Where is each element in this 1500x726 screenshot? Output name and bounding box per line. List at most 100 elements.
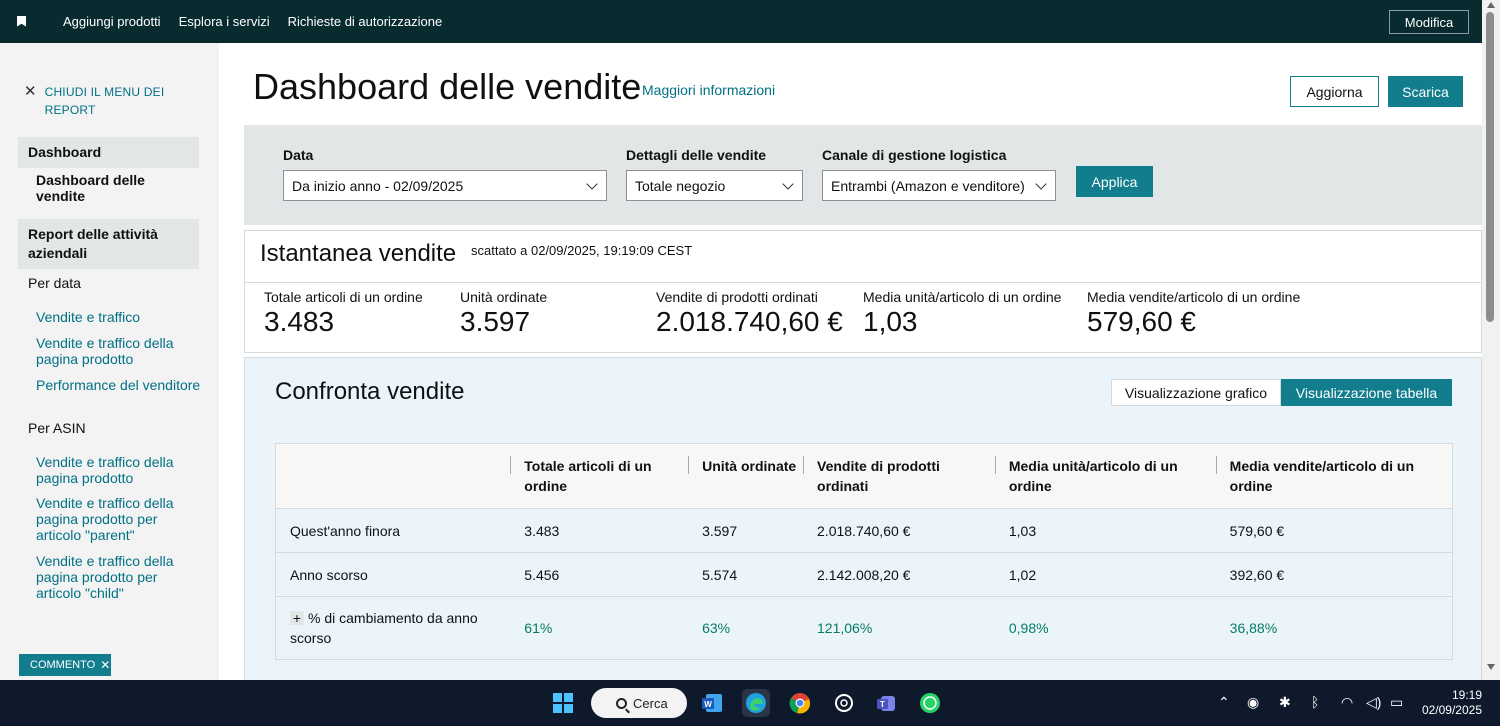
volume-icon[interactable]: ◁) — [1366, 694, 1382, 710]
table-row: +% di cambiamento da anno scorso 61% 63%… — [275, 596, 1453, 660]
sidebar-link-seller-performance[interactable]: Performance del venditore — [36, 377, 201, 393]
metric-value: 3.597 — [460, 306, 531, 337]
expand-plus-icon[interactable]: + — [290, 611, 304, 625]
table-cell: 3.597 — [688, 508, 804, 553]
chatgpt-icon[interactable] — [830, 689, 858, 717]
page-scrollbar[interactable] — [1482, 0, 1500, 680]
close-menu-label[interactable]: CHIUDI IL MENU DEI REPORT — [44, 85, 165, 117]
table-cell: Quest'anno finora — [275, 508, 511, 553]
nav-add-products[interactable]: Aggiungi prodotti — [63, 14, 161, 29]
column-header[interactable]: Unità ordinate — [688, 443, 804, 509]
table-cell: 0,98% — [994, 596, 1216, 660]
column-header[interactable]: Media unità/articolo di un ordine — [994, 443, 1216, 509]
close-menu-button[interactable]: ✕ CHIUDI IL MENU DEI REPORT — [24, 83, 204, 119]
apply-button[interactable]: Applica — [1076, 166, 1153, 197]
metric-avg-sales: Media vendite/articolo di un ordine 579,… — [1087, 289, 1300, 338]
sidebar-section-business-reports[interactable]: Report delle attività aziendali — [18, 219, 199, 269]
wifi-icon[interactable]: ◠ — [1341, 694, 1354, 710]
table-cell: 3.483 — [510, 508, 689, 553]
table-cell: 5.456 — [510, 552, 689, 597]
scroll-down-icon[interactable] — [1487, 664, 1495, 670]
edit-button[interactable]: Modifica — [1389, 10, 1469, 34]
download-button[interactable]: Scarica — [1388, 76, 1463, 107]
sidebar-section-dashboard[interactable]: Dashboard — [18, 137, 199, 168]
column-divider — [1215, 456, 1217, 474]
sidebar-link-sales-traffic[interactable]: Vendite e traffico — [36, 309, 141, 325]
svg-text:T: T — [880, 700, 885, 709]
refresh-button[interactable]: Aggiorna — [1290, 76, 1379, 107]
table-header-row: Totale articoli di un ordine Unità ordin… — [275, 443, 1453, 509]
close-icon[interactable]: ✕ — [24, 83, 37, 100]
change-row-label: % di cambiamento da anno scorso — [290, 610, 478, 646]
chevron-down-icon — [782, 178, 794, 190]
windows-taskbar: Cerca W T ⌃ ◉ ✱ ᛒ ◠ ◁) ▭ 19:19 02/09/202… — [0, 680, 1500, 726]
taskbar-search[interactable]: Cerca — [591, 688, 687, 718]
sidebar-link-product-page-traffic[interactable]: Vendite e traffico della pagina prodotto — [36, 335, 174, 367]
table-cell: 579,60 € — [1215, 508, 1453, 553]
sales-details-label: Dettagli delle vendite — [626, 147, 767, 163]
snapshot-timestamp: scattato a 02/09/2025, 19:19:09 CEST — [471, 243, 693, 258]
fulfillment-channel-label: Canale di gestione logistica — [822, 147, 1007, 163]
table-row: Quest'anno finora 3.483 3.597 2.018.740,… — [275, 508, 1453, 553]
metric-value: 1,03 — [863, 306, 918, 337]
scroll-thumb[interactable] — [1486, 12, 1494, 322]
fulfillment-channel-select[interactable]: Entrambi (Amazon e venditore) — [822, 170, 1056, 201]
whatsapp-icon[interactable] — [916, 689, 944, 717]
battery-icon[interactable]: ▭ — [1390, 694, 1404, 710]
column-header-label: Media vendite/articolo di un ordine — [1229, 458, 1415, 494]
windows-start-icon[interactable] — [549, 689, 577, 717]
slack-tray-icon[interactable]: ✱ — [1279, 694, 1291, 710]
metric-label: Media vendite/articolo di un ordine — [1087, 289, 1301, 305]
metric-label: Totale articoli di un ordine — [264, 289, 423, 305]
sidebar-link-asin-child[interactable]: Vendite e traffico della pagina prodotto… — [36, 553, 174, 601]
sales-details-value: Totale negozio — [635, 177, 726, 194]
column-header[interactable]: Media vendite/articolo di un ordine — [1215, 443, 1453, 509]
table-cell: 36,88% — [1215, 596, 1453, 660]
scroll-up-icon[interactable] — [1487, 2, 1495, 8]
metric-label: Unità ordinate — [460, 289, 548, 305]
metric-value: 579,60 € — [1087, 306, 1196, 337]
table-cell: 61% — [510, 596, 689, 660]
nav-explore-services[interactable]: Esplora i servizi — [178, 14, 270, 29]
column-divider — [688, 456, 690, 474]
metric-avg-units: Media unità/articolo di un ordine 1,03 — [863, 289, 1061, 338]
table-view-toggle[interactable]: Visualizzazione tabella — [1281, 379, 1452, 406]
table-cell: 2.142.008,20 € — [803, 552, 995, 597]
comment-label[interactable]: COMMENTO — [30, 659, 96, 671]
chart-view-toggle[interactable]: Visualizzazione grafico — [1111, 379, 1281, 406]
edge-icon[interactable] — [742, 689, 770, 717]
date-filter-label: Data — [283, 147, 314, 163]
more-info-link[interactable]: Maggiori informazioni — [642, 82, 776, 98]
top-nav: Aggiungi prodotti Esplora i servizi Rich… — [0, 0, 1482, 43]
table-cell: 392,60 € — [1215, 552, 1453, 597]
chevron-down-icon — [1035, 178, 1047, 190]
sidebar-item-sales-dashboard[interactable]: Dashboard delle vendite — [36, 172, 145, 204]
taskbar-clock[interactable]: 19:19 02/09/2025 — [1422, 688, 1482, 718]
search-label: Cerca — [633, 695, 668, 711]
chrome-icon[interactable] — [786, 689, 814, 717]
teams-icon[interactable]: T — [873, 689, 901, 717]
word-icon[interactable]: W — [699, 689, 727, 717]
column-divider — [803, 456, 805, 474]
sales-details-select[interactable]: Totale negozio — [626, 170, 803, 201]
date-select[interactable]: Da inizio anno - 02/09/2025 — [283, 170, 607, 201]
column-header[interactable]: Vendite di prodotti ordinati — [803, 443, 995, 509]
bluetooth-icon[interactable]: ᛒ — [1311, 694, 1320, 710]
snapshot-header: Istantanea vendite scattato a 02/09/2025… — [245, 231, 1481, 283]
sales-snapshot: Istantanea vendite scattato a 02/09/2025… — [244, 230, 1482, 353]
fulfillment-channel-value: Entrambi (Amazon e venditore) — [831, 177, 1025, 194]
comment-button[interactable]: COMMENTO ✕ — [19, 654, 111, 676]
column-header-label: Unità ordinate — [702, 458, 797, 474]
sidebar-link-asin-parent[interactable]: Vendite e traffico della pagina prodotto… — [36, 495, 174, 543]
column-header[interactable]: Totale articoli di un ordine — [510, 443, 689, 509]
close-icon[interactable]: ✕ — [100, 658, 111, 672]
nav-authorization-requests[interactable]: Richieste di autorizzazione — [287, 14, 443, 29]
compare-sales-panel: Confronta vendite Visualizzazione grafic… — [244, 357, 1482, 680]
tray-chevron-up-icon[interactable]: ⌃ — [1218, 694, 1230, 710]
column-divider — [994, 456, 996, 474]
sidebar-link-asin-product-page[interactable]: Vendite e traffico della pagina prodotto — [36, 454, 174, 486]
bookmark-icon[interactable] — [17, 16, 27, 28]
chevron-down-icon — [586, 178, 598, 190]
edge-tray-icon[interactable]: ◉ — [1247, 694, 1260, 710]
table-row: Anno scorso 5.456 5.574 2.142.008,20 € 1… — [275, 552, 1453, 597]
